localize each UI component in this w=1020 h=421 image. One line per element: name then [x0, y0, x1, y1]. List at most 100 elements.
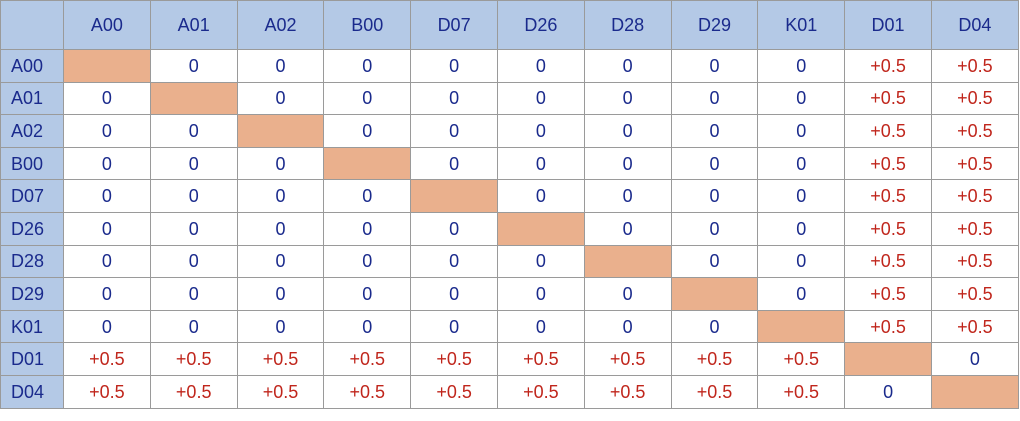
matrix-cell: +0.5: [844, 114, 932, 148]
matrix-cell: +0.5: [410, 374, 498, 409]
diagonal-cell: [410, 179, 498, 213]
matrix-cell: 0: [236, 277, 325, 311]
matrix-cell: 0: [410, 146, 498, 181]
diagonal-cell: [757, 309, 846, 344]
matrix-cell: +0.5: [496, 374, 585, 409]
matrix-cell: +0.5: [930, 81, 1019, 116]
matrix-cell: 0: [496, 146, 585, 181]
matrix-cell: 0: [757, 146, 846, 181]
matrix-cell: 0: [583, 309, 672, 344]
matrix-cell: 0: [323, 277, 412, 311]
matrix-cell: 0: [670, 309, 759, 344]
matrix-cell: 0: [583, 277, 672, 311]
matrix-cell: +0.5: [757, 342, 846, 376]
matrix-cell: 0: [930, 342, 1019, 376]
row-header: D07: [0, 179, 64, 213]
diagonal-cell: [930, 374, 1019, 409]
matrix-cell: +0.5: [670, 342, 759, 376]
matrix-cell: +0.5: [149, 342, 238, 376]
diagonal-cell: [583, 244, 672, 279]
row-header: A00: [0, 49, 64, 83]
table-row: D29 0 0 0 0 0 0 0 0 +0.5 +0.5: [0, 277, 1019, 311]
table-row: K01 0 0 0 0 0 0 0 0 +0.5 +0.5: [0, 309, 1019, 344]
row-header: D01: [0, 342, 64, 376]
matrix-cell: +0.5: [930, 211, 1019, 246]
matrix-cell: 0: [496, 114, 585, 148]
matrix-cell: +0.5: [844, 49, 932, 83]
matrix-cell: 0: [583, 179, 672, 213]
matrix-cell: +0.5: [236, 342, 325, 376]
matrix-cell: 0: [236, 49, 325, 83]
matrix-cell: 0: [757, 114, 846, 148]
matrix-cell: 0: [410, 211, 498, 246]
matrix-cell: 0: [236, 211, 325, 246]
matrix-cell: 0: [63, 114, 151, 148]
matrix-cell: 0: [583, 146, 672, 181]
table-row: A00 0 0 0 0 0 0 0 0 +0.5 +0.5: [0, 49, 1019, 83]
matrix-cell: +0.5: [930, 277, 1019, 311]
column-header: D07: [410, 0, 498, 50]
matrix-cell: 0: [323, 114, 412, 148]
matrix-cell: 0: [583, 114, 672, 148]
matrix-cell: 0: [496, 277, 585, 311]
matrix-cell: 0: [757, 81, 846, 116]
matrix-cell: 0: [670, 211, 759, 246]
matrix-cell: +0.5: [583, 374, 672, 409]
column-header: D29: [670, 0, 759, 50]
column-header: A01: [149, 0, 238, 50]
matrix-cell: 0: [323, 309, 412, 344]
matrix-cell: 0: [63, 277, 151, 311]
matrix-cell: 0: [410, 114, 498, 148]
matrix-cell: +0.5: [844, 277, 932, 311]
matrix-cell: 0: [757, 244, 846, 279]
matrix-cell: +0.5: [844, 179, 932, 213]
matrix-body: A00 0 0 0 0 0 0 0 0 +0.5 +0.5 A01 0 0 0 0 0 0 0 0 +0.5 +0.5 A0…: [0, 49, 1019, 409]
column-header: D01: [844, 0, 932, 50]
matrix-cell: +0.5: [149, 374, 238, 409]
matrix-cell: 0: [496, 309, 585, 344]
diagonal-cell: [63, 49, 151, 83]
matrix-cell: +0.5: [930, 309, 1019, 344]
matrix-cell: 0: [149, 179, 238, 213]
matrix-cell: +0.5: [844, 211, 932, 246]
table-row: A01 0 0 0 0 0 0 0 0 +0.5 +0.5: [0, 81, 1019, 116]
matrix-cell: +0.5: [63, 374, 151, 409]
matrix-cell: 0: [63, 179, 151, 213]
matrix-cell: 0: [583, 49, 672, 83]
matrix-cell: 0: [149, 146, 238, 181]
matrix-cell: 0: [149, 244, 238, 279]
column-header: D04: [930, 0, 1019, 50]
row-header: D04: [0, 374, 64, 409]
table-row: D26 0 0 0 0 0 0 0 0 +0.5 +0.5: [0, 211, 1019, 246]
matrix-cell: 0: [236, 81, 325, 116]
matrix-cell: +0.5: [930, 244, 1019, 279]
corner-cell: [0, 0, 64, 50]
matrix-cell: 0: [149, 309, 238, 344]
column-header: A00: [63, 0, 151, 50]
header-row: A00 A01 A02 B00 D07 D26 D28 D29 K01 D01 D04: [0, 0, 1019, 50]
matrix-cell: 0: [410, 277, 498, 311]
matrix-cell: 0: [670, 49, 759, 83]
matrix-cell: +0.5: [844, 81, 932, 116]
matrix-cell: 0: [236, 309, 325, 344]
pairwise-matrix-table: A00 A01 A02 B00 D07 D26 D28 D29 K01 D01 D04 A00 0 0 0…: [0, 0, 1019, 409]
matrix-cell: 0: [757, 277, 846, 311]
column-header: B00: [323, 0, 412, 50]
matrix-cell: 0: [844, 374, 932, 409]
matrix-cell: +0.5: [410, 342, 498, 376]
matrix-cell: 0: [236, 179, 325, 213]
matrix-cell: +0.5: [930, 179, 1019, 213]
matrix-cell: +0.5: [930, 146, 1019, 181]
matrix-cell: 0: [410, 81, 498, 116]
matrix-cell: 0: [63, 309, 151, 344]
matrix-cell: +0.5: [323, 342, 412, 376]
matrix-cell: 0: [323, 49, 412, 83]
matrix-cell: 0: [496, 81, 585, 116]
matrix-cell: +0.5: [670, 374, 759, 409]
matrix-cell: 0: [496, 179, 585, 213]
matrix-cell: +0.5: [236, 374, 325, 409]
column-header: D28: [583, 0, 672, 50]
matrix-cell: +0.5: [844, 244, 932, 279]
matrix-cell: 0: [63, 211, 151, 246]
table-row: D04 +0.5 +0.5 +0.5 +0.5 +0.5 +0.5 +0.5 +0.5 +0.5 0: [0, 374, 1019, 409]
